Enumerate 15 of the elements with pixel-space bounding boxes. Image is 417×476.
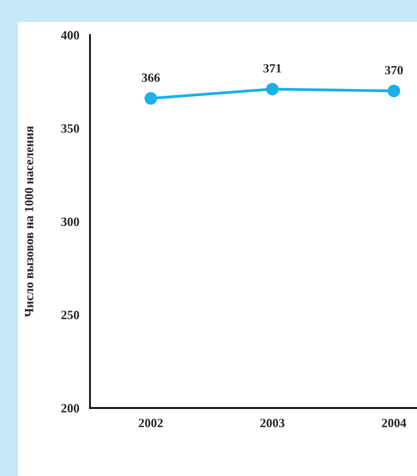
data-label: 370 <box>385 66 403 74</box>
data-label: 371 <box>263 64 282 73</box>
y-axis-title: Число вызовов на 1000 населения <box>24 126 34 318</box>
x-tick-label: 2003 <box>260 418 284 428</box>
x-tick-label: 2002 <box>138 418 163 428</box>
x-tick-label: 2004 <box>382 418 406 428</box>
y-tick-label: 200 <box>61 404 80 412</box>
data-label: 366 <box>142 73 160 82</box>
y-tick-label: 300 <box>61 218 80 226</box>
point <box>266 82 279 96</box>
y-tick-label: 250 <box>61 310 80 320</box>
y-tick-label: 400 <box>61 31 80 40</box>
y-tick-label: 350 <box>61 124 80 133</box>
point <box>144 92 158 105</box>
point <box>388 84 400 98</box>
